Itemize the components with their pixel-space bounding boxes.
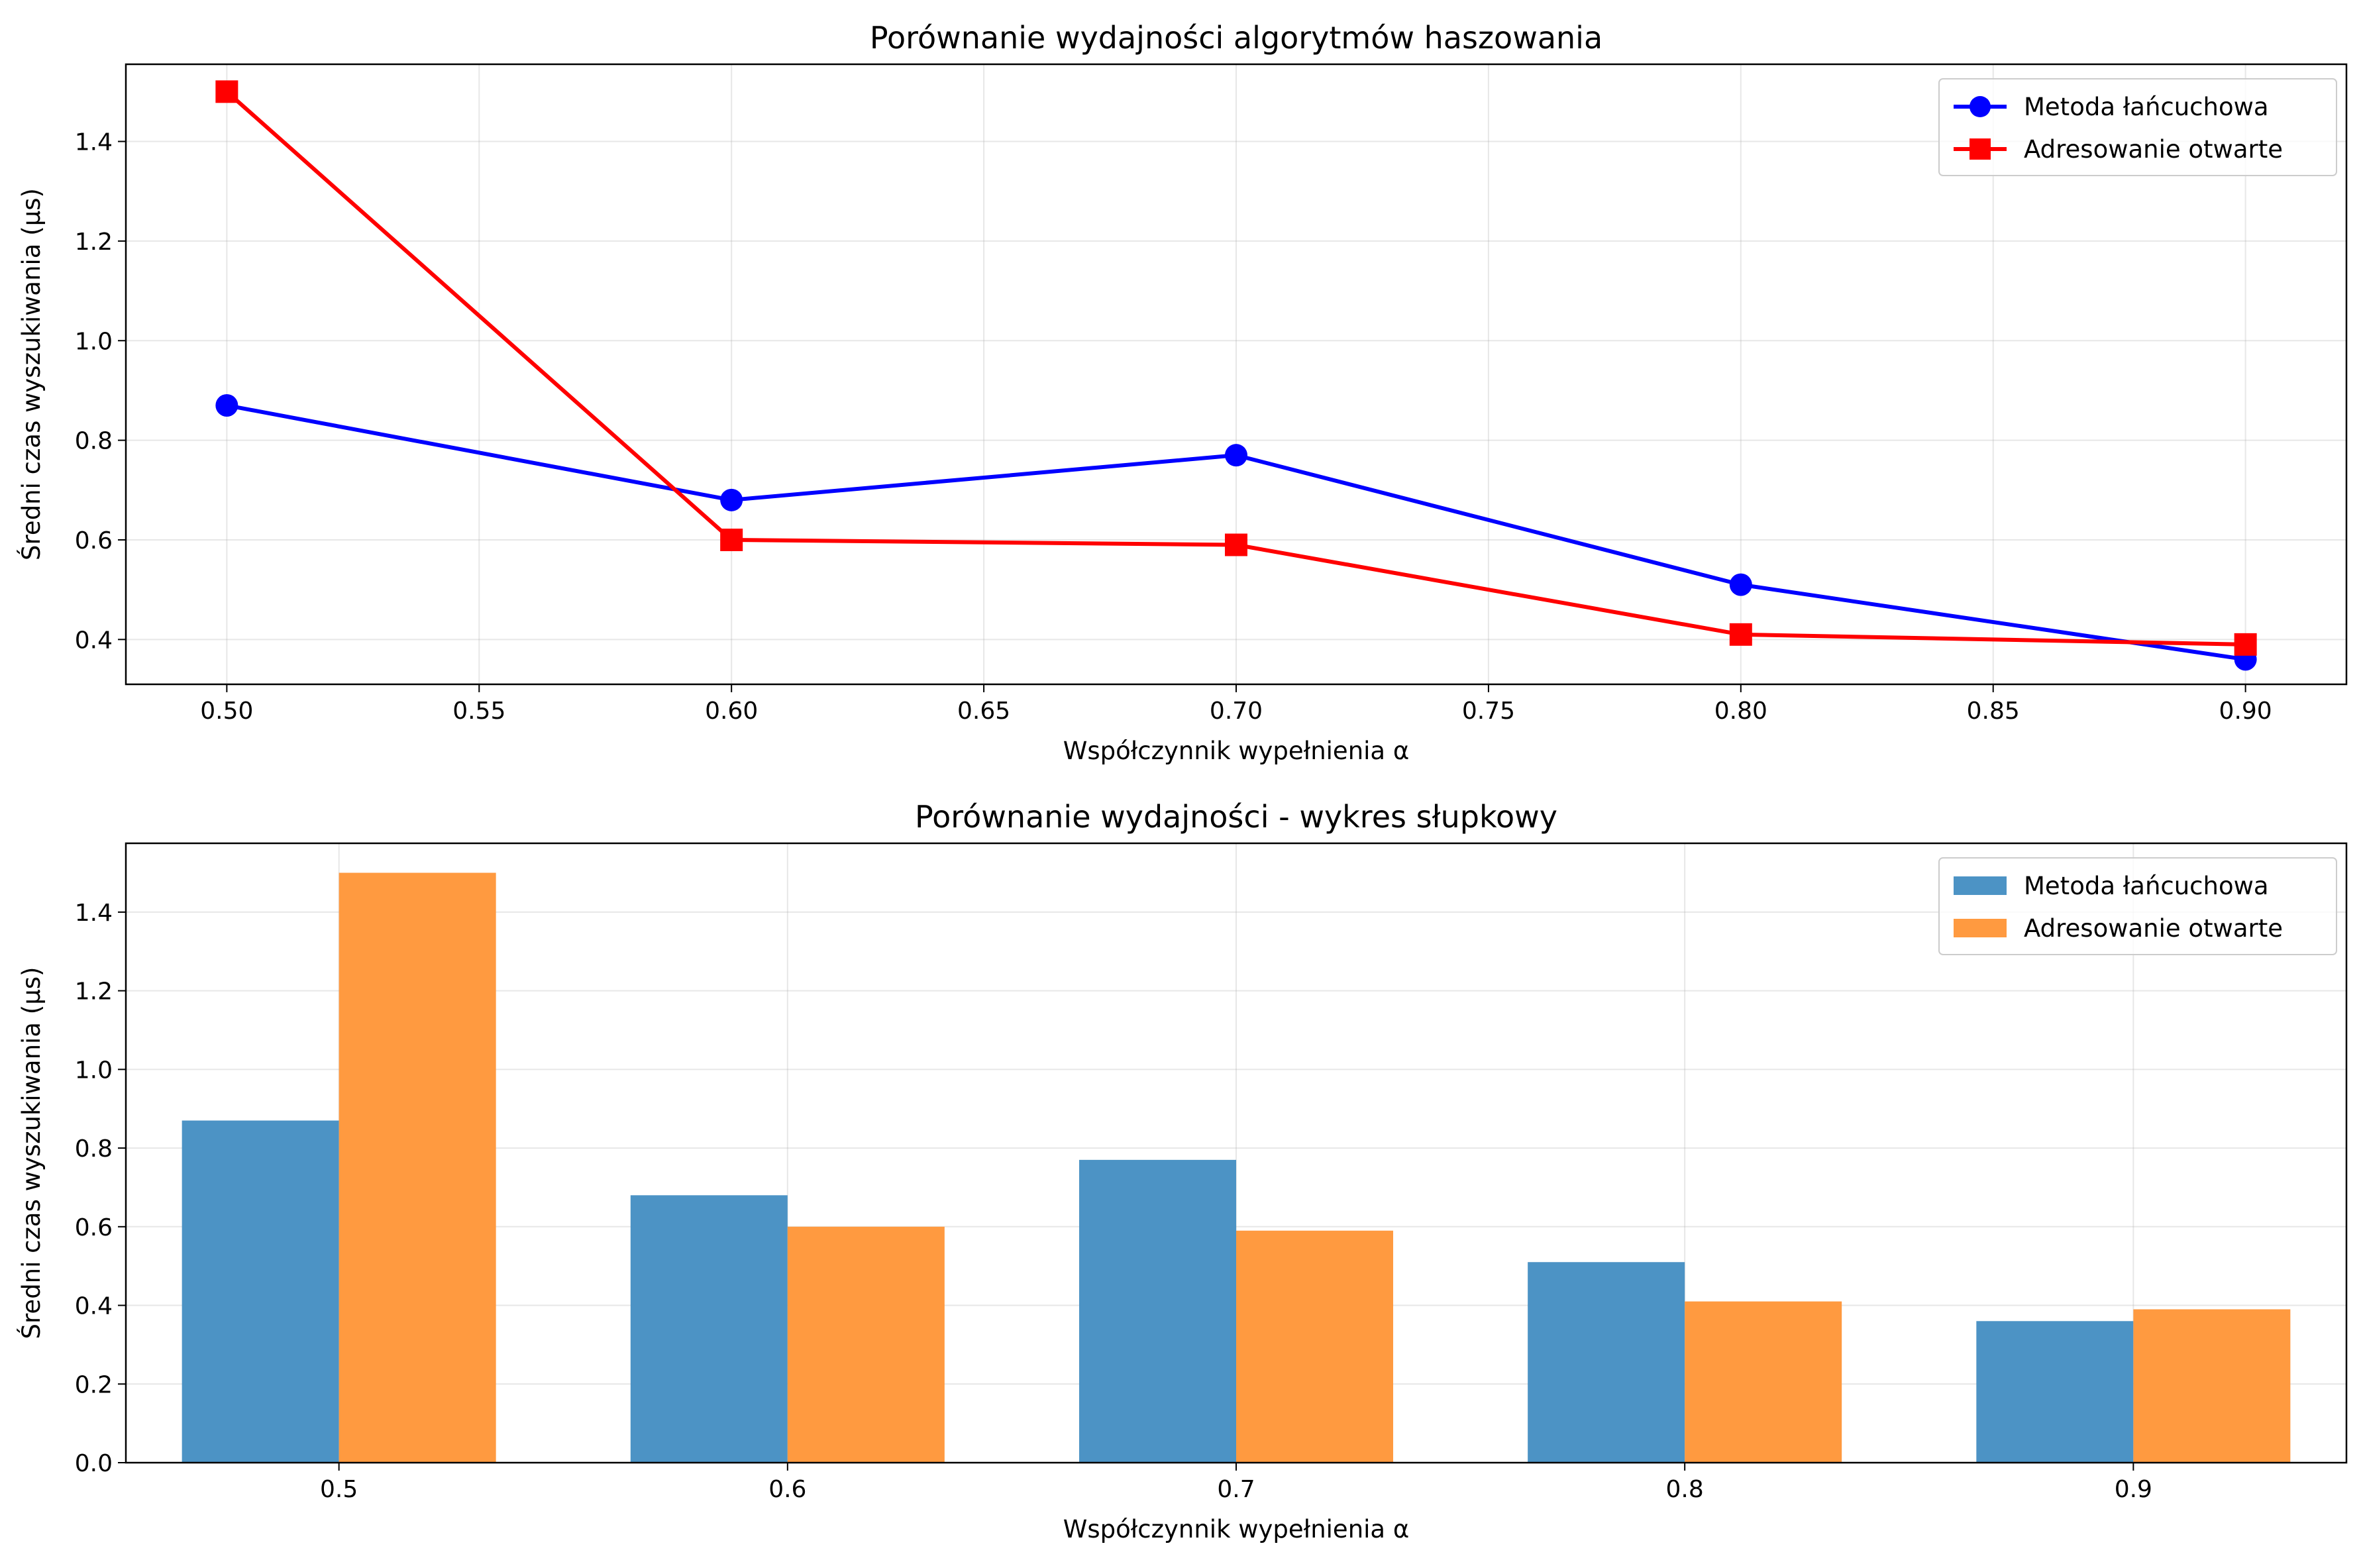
bar-chart-legend-swatch-open	[1954, 919, 2007, 937]
data-point-square	[1729, 623, 1752, 646]
y-tick-label: 1.2	[75, 978, 113, 1006]
line-chart-legend-label-chain: Metoda łańcuchowa	[2024, 93, 2269, 121]
line-chart-legend-box	[1938, 78, 2337, 176]
bar-chart-plot-area	[182, 872, 2291, 1463]
x-tick-label: 0.70	[1210, 698, 1263, 725]
legend-square-marker	[1969, 138, 1991, 160]
bar	[339, 872, 496, 1463]
data-point-square	[2234, 633, 2257, 656]
x-tick-label: 0.5	[320, 1476, 358, 1503]
x-tick-label: 0.8	[1666, 1476, 1704, 1503]
line-chart-title: Porównanie wydajności algorytmów haszowa…	[870, 20, 1602, 56]
bar	[1685, 1301, 1842, 1463]
x-tick-label: 0.85	[1967, 698, 2020, 725]
bar-chart: 0.00.20.40.60.81.01.21.40.5 0.6 0.7 0.8 0.9 …	[17, 799, 2348, 1543]
x-tick-label: 0.7	[1217, 1476, 1255, 1503]
line-chart-legend-swatch-open	[1954, 138, 2007, 160]
y-tick-label: 1.2	[75, 229, 113, 256]
legend-circle-marker	[1969, 96, 1991, 117]
y-tick-label: 0.4	[75, 1293, 113, 1320]
bar	[1078, 1159, 1236, 1463]
x-tick-label: 0.80	[1714, 698, 1767, 725]
y-tick-label: 0.6	[75, 1214, 113, 1241]
bar	[1976, 1321, 2134, 1463]
bar	[630, 1195, 788, 1463]
legend-bar-sample	[1954, 876, 2007, 895]
line-chart-ticks: 0.4 0.6 0.8 1.0 1.2 1.4 0.50 0.55 0.60 0.65 0.70 0.…	[75, 129, 2272, 725]
y-tick-label: 1.4	[75, 900, 113, 927]
bar	[1236, 1230, 1394, 1463]
line-chart-legend: Metoda łańcuchowa Adresowanie otwarte	[1938, 78, 2337, 176]
x-tick-label: 0.65	[957, 698, 1010, 725]
x-tick-label: 0.50	[200, 698, 253, 725]
line-chart-legend-label-open: Adresowanie otwarte	[2024, 135, 2283, 164]
line-chart-legend-swatch-chain	[1954, 96, 2007, 117]
bar-chart-title: Porównanie wydajności - wykres słupkowy	[915, 799, 1557, 835]
bar-chart-ticks: 0.0 0.2 0.4 0.6 0.8 1.0 1.2 1.4 0.5 0.6 0.7 0.8 0.9	[75, 900, 2152, 1503]
bar	[182, 1120, 339, 1463]
y-tick-label: 1.0	[75, 328, 113, 355]
bar-chart-x-axis-label: Współczynnik wypełnienia α	[1063, 1515, 1410, 1543]
y-tick-label: 0.0	[75, 1450, 113, 1477]
line-chart-grid	[126, 64, 2346, 684]
bar-chart-legend-label-open: Adresowanie otwarte	[2024, 914, 2283, 943]
bar-chart-legend-swatch-chain	[1954, 876, 2007, 895]
data-point-circle	[1729, 573, 1752, 596]
data-point-circle	[1225, 444, 1247, 467]
bar	[787, 1226, 945, 1463]
x-tick-label: 0.55	[452, 698, 505, 725]
line-chart-y-axis-label: Średni czas wyszukiwania (μs)	[17, 188, 46, 560]
x-tick-label: 0.75	[1462, 698, 1515, 725]
line-chart: 0.4 0.6 0.8 1.0 1.2 1.4 0.50 0.55 0.60 0.65 0.70 0.…	[17, 20, 2348, 765]
y-tick-label: 1.0	[75, 1057, 113, 1084]
x-tick-label: 0.60	[705, 698, 758, 725]
bar-chart-legend-label-chain: Metoda łańcuchowa	[2024, 872, 2269, 900]
line-chart-plot-area	[215, 80, 2257, 671]
bar	[2133, 1309, 2291, 1463]
data-point-circle	[720, 488, 743, 511]
y-tick-label: 0.4	[75, 627, 113, 654]
x-tick-label: 0.90	[2219, 698, 2272, 725]
data-point-square	[215, 80, 238, 103]
x-tick-label: 0.6	[768, 1476, 806, 1503]
y-tick-label: 1.4	[75, 129, 113, 156]
y-tick-label: 0.6	[75, 527, 113, 554]
y-tick-label: 0.8	[75, 1135, 113, 1163]
y-tick-label: 0.8	[75, 428, 113, 455]
bar	[1528, 1262, 1685, 1463]
y-tick-label: 0.2	[75, 1371, 113, 1398]
bar-chart-legend: Metoda łańcuchowa Adresowanie otwarte	[1938, 857, 2337, 955]
data-point-circle	[215, 393, 238, 417]
bar-chart-y-axis-label: Średni czas wyszukiwania (μs)	[17, 967, 46, 1339]
bar-chart-legend-box	[1938, 857, 2337, 955]
legend-bar-sample	[1954, 919, 2007, 937]
x-tick-label: 0.9	[2115, 1476, 2152, 1503]
data-point-square	[1225, 533, 1247, 556]
data-point-square	[720, 528, 743, 551]
line-chart-x-axis-label: Współczynnik wypełnienia α	[1063, 737, 1410, 765]
